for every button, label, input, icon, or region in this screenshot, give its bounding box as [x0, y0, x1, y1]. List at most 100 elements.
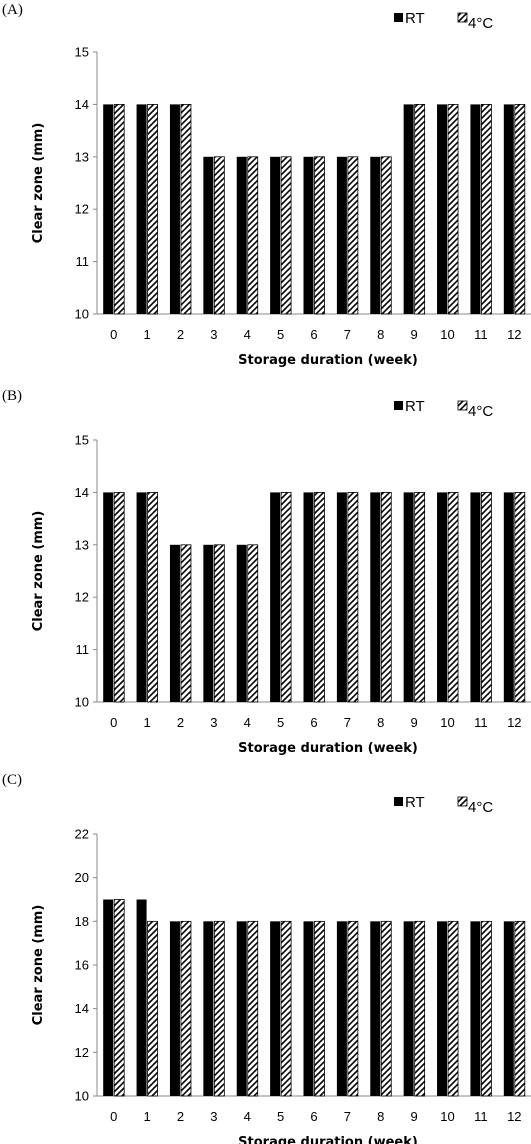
- bar-4c: [447, 920, 459, 1097]
- y-tick-label: 15: [75, 45, 89, 60]
- bar-4c: [514, 920, 526, 1097]
- x-tick-label: 9: [411, 1109, 418, 1124]
- bar-4c: [481, 491, 492, 703]
- bar-rt: [470, 492, 481, 702]
- bar-4c: [514, 104, 526, 315]
- x-tick-label: 1: [143, 1109, 150, 1124]
- bar-4c: [113, 491, 125, 703]
- bar-4c: [147, 104, 158, 315]
- bar-4c: [347, 491, 359, 703]
- bar-rt: [503, 492, 514, 702]
- bar-rt: [169, 921, 180, 1096]
- y-tick-label: 14: [75, 97, 89, 112]
- bar-rt: [336, 492, 347, 702]
- bar-4c: [314, 920, 325, 1097]
- y-tick-label: 10: [75, 1089, 89, 1104]
- x-tick-label: 8: [377, 715, 384, 730]
- bar-4c: [280, 920, 292, 1097]
- legend-label-4c: 4°C: [468, 15, 493, 32]
- y-tick-label: 12: [75, 1045, 89, 1060]
- x-tick-label: 3: [210, 1109, 217, 1124]
- y-axis-title: Clear zone (mm): [31, 905, 46, 1026]
- bar-rt: [303, 921, 314, 1096]
- bar-rt: [336, 156, 347, 314]
- bar-rt: [270, 156, 281, 314]
- x-tick-label: 7: [344, 327, 351, 342]
- x-tick-label: 2: [177, 715, 184, 730]
- legend-swatch-rt: [394, 797, 403, 806]
- legend: RT 4°C: [394, 398, 493, 420]
- bar-rt: [136, 104, 147, 315]
- bar-rt: [437, 104, 448, 315]
- bar-rt: [470, 104, 481, 315]
- legend-label-rt: RT: [405, 794, 425, 811]
- bar-rt: [270, 921, 281, 1096]
- x-axis-title: Storage duration (week): [238, 353, 418, 368]
- x-tick-label: 2: [177, 327, 184, 342]
- bar-rt: [437, 492, 448, 702]
- x-tick-label: 0: [110, 327, 117, 342]
- x-tick-label: 0: [110, 715, 117, 730]
- bar-rt: [136, 899, 147, 1096]
- x-tick-label: 11: [474, 1109, 488, 1124]
- bar-4c: [180, 920, 192, 1097]
- legend-label-4c: 4°C: [468, 403, 493, 420]
- bar-4c: [314, 491, 325, 703]
- x-tick-label: 11: [474, 715, 488, 730]
- bar-rt: [437, 921, 448, 1096]
- x-tick-label: 8: [377, 1109, 384, 1124]
- y-axis-title: Clear zone (mm): [31, 123, 46, 244]
- bar-4c: [314, 156, 325, 315]
- bar-rt: [103, 492, 114, 702]
- bar-4c: [280, 491, 292, 703]
- bar-4c: [213, 156, 225, 315]
- bar-rt: [103, 104, 114, 315]
- bar-rt: [103, 899, 114, 1096]
- bar-rt: [203, 544, 214, 702]
- bar-rt: [403, 104, 414, 315]
- y-tick-label: 11: [76, 254, 90, 269]
- bar-4c: [414, 104, 426, 315]
- bar-rt: [203, 921, 214, 1096]
- bar-4c: [213, 920, 225, 1097]
- x-tick-label: 7: [344, 715, 351, 730]
- y-tick-label: 14: [75, 485, 89, 500]
- x-tick-label: 1: [143, 715, 150, 730]
- bar-rt: [370, 492, 381, 702]
- x-tick-label: 8: [377, 327, 384, 342]
- legend: RT 4°C: [394, 794, 493, 816]
- x-tick-label: 4: [244, 327, 251, 342]
- y-tick-label: 22: [75, 827, 89, 842]
- y-tick-label: 15: [75, 433, 89, 448]
- bar-4c: [447, 104, 459, 315]
- x-axis-title: Storage duration (week): [238, 1135, 418, 1144]
- bar-rt: [370, 156, 381, 314]
- bar-rt: [403, 921, 414, 1096]
- bar-rt: [403, 492, 414, 702]
- x-tick-label: 4: [244, 1109, 251, 1124]
- x-tick-label: 3: [210, 327, 217, 342]
- y-tick-label: 12: [75, 202, 89, 217]
- x-axis-title: Storage duration (week): [238, 741, 418, 756]
- bar-rt: [236, 921, 247, 1096]
- legend-label-4c: 4°C: [468, 799, 493, 816]
- y-tick-label: 16: [75, 958, 89, 973]
- x-tick-label: 7: [344, 1109, 351, 1124]
- bar-rt: [169, 544, 180, 702]
- x-tick-label: 12: [507, 715, 521, 730]
- bar-rt: [236, 156, 247, 314]
- legend-label-rt: RT: [405, 10, 425, 27]
- legend-swatch-rt: [394, 13, 403, 22]
- x-tick-label: 6: [310, 327, 317, 342]
- legend-swatch-4c: [457, 12, 468, 23]
- y-tick-label: 11: [76, 642, 90, 657]
- bar-rt: [470, 921, 481, 1096]
- panel-label: (B): [2, 388, 22, 404]
- bar-4c: [247, 156, 259, 315]
- bar-4c: [347, 156, 359, 315]
- panel-label: (C): [2, 772, 22, 788]
- y-tick-label: 10: [75, 307, 89, 322]
- bar-rt: [370, 921, 381, 1096]
